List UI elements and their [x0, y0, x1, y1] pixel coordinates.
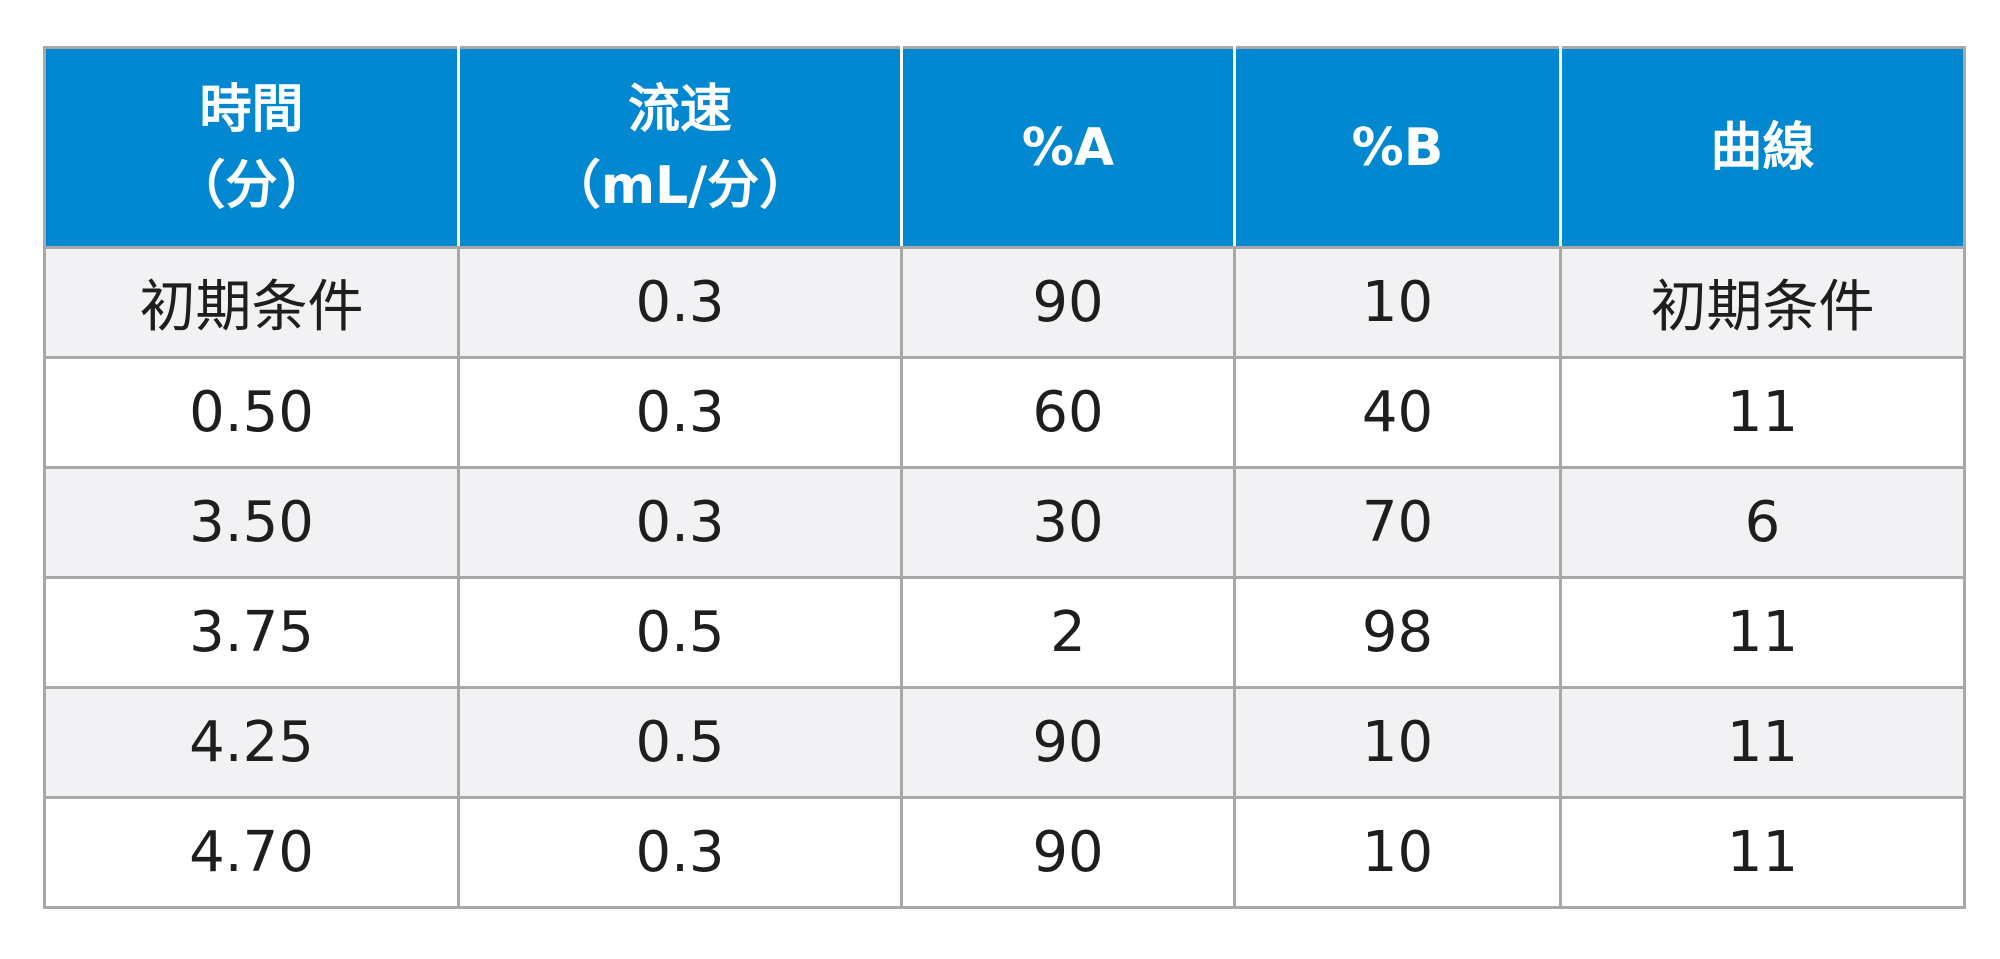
header-flow-rate-label: 流速: [627, 79, 732, 140]
header-percent-b-label: %B: [1351, 117, 1444, 178]
cell-percent-b: 40: [1233, 356, 1562, 469]
header-flow-rate: 流速 （mL/分）: [457, 46, 903, 249]
table-row: 3.50 0.3 30 70 6: [43, 466, 1966, 579]
cell-curve: 11: [1559, 686, 1966, 799]
cell-time: 3.75: [43, 576, 460, 689]
cell-curve: 11: [1559, 576, 1966, 689]
cell-percent-a: 30: [900, 466, 1236, 579]
cell-percent-b: 70: [1233, 466, 1562, 579]
header-row: 時間 （分） 流速 （mL/分） %A %B 曲線: [43, 46, 1966, 249]
cell-percent-b: 10: [1233, 686, 1562, 799]
table-row: 4.70 0.3 90 10 11: [43, 796, 1966, 909]
table-row: 初期条件 0.3 90 10 初期条件: [43, 246, 1966, 359]
cell-flow-rate: 0.3: [457, 246, 903, 359]
cell-time: 0.50: [43, 356, 460, 469]
cell-flow-rate: 0.3: [457, 466, 903, 579]
header-curve: 曲線: [1559, 46, 1966, 249]
cell-curve: 11: [1559, 356, 1966, 469]
header-curve-label: 曲線: [1710, 117, 1815, 178]
cell-percent-a: 90: [900, 686, 1236, 799]
table-row: 4.25 0.5 90 10 11: [43, 686, 1966, 799]
cell-percent-b: 10: [1233, 796, 1562, 909]
cell-percent-a: 60: [900, 356, 1236, 469]
cell-flow-rate: 0.3: [457, 356, 903, 469]
cell-percent-a: 90: [900, 796, 1236, 909]
gradient-table: 時間 （分） 流速 （mL/分） %A %B 曲線 初: [43, 46, 1966, 909]
header-percent-a-label: %A: [1021, 117, 1115, 178]
table-row: 3.75 0.5 2 98 11: [43, 576, 1966, 689]
cell-flow-rate: 0.3: [457, 796, 903, 909]
header-flow-rate-unit: （mL/分）: [548, 155, 812, 216]
cell-flow-rate: 0.5: [457, 686, 903, 799]
cell-percent-b: 10: [1233, 246, 1562, 359]
cell-percent-a: 2: [900, 576, 1236, 689]
table-row: 0.50 0.3 60 40 11: [43, 356, 1966, 469]
cell-percent-a: 90: [900, 246, 1236, 359]
header-time: 時間 （分）: [43, 46, 460, 249]
cell-time: 4.25: [43, 686, 460, 799]
cell-time: 3.50: [43, 466, 460, 579]
cell-curve: 6: [1559, 466, 1966, 579]
cell-time: 初期条件: [43, 246, 460, 359]
cell-flow-rate: 0.5: [457, 576, 903, 689]
cell-curve: 11: [1559, 796, 1966, 909]
header-time-unit: （分）: [173, 155, 330, 216]
header-time-label: 時間: [199, 79, 304, 140]
cell-percent-b: 98: [1233, 576, 1562, 689]
header-percent-b: %B: [1233, 46, 1562, 249]
cell-time: 4.70: [43, 796, 460, 909]
gradient-table-container: 時間 （分） 流速 （mL/分） %A %B 曲線 初: [43, 46, 1966, 909]
header-percent-a: %A: [900, 46, 1236, 249]
cell-curve: 初期条件: [1559, 246, 1966, 359]
